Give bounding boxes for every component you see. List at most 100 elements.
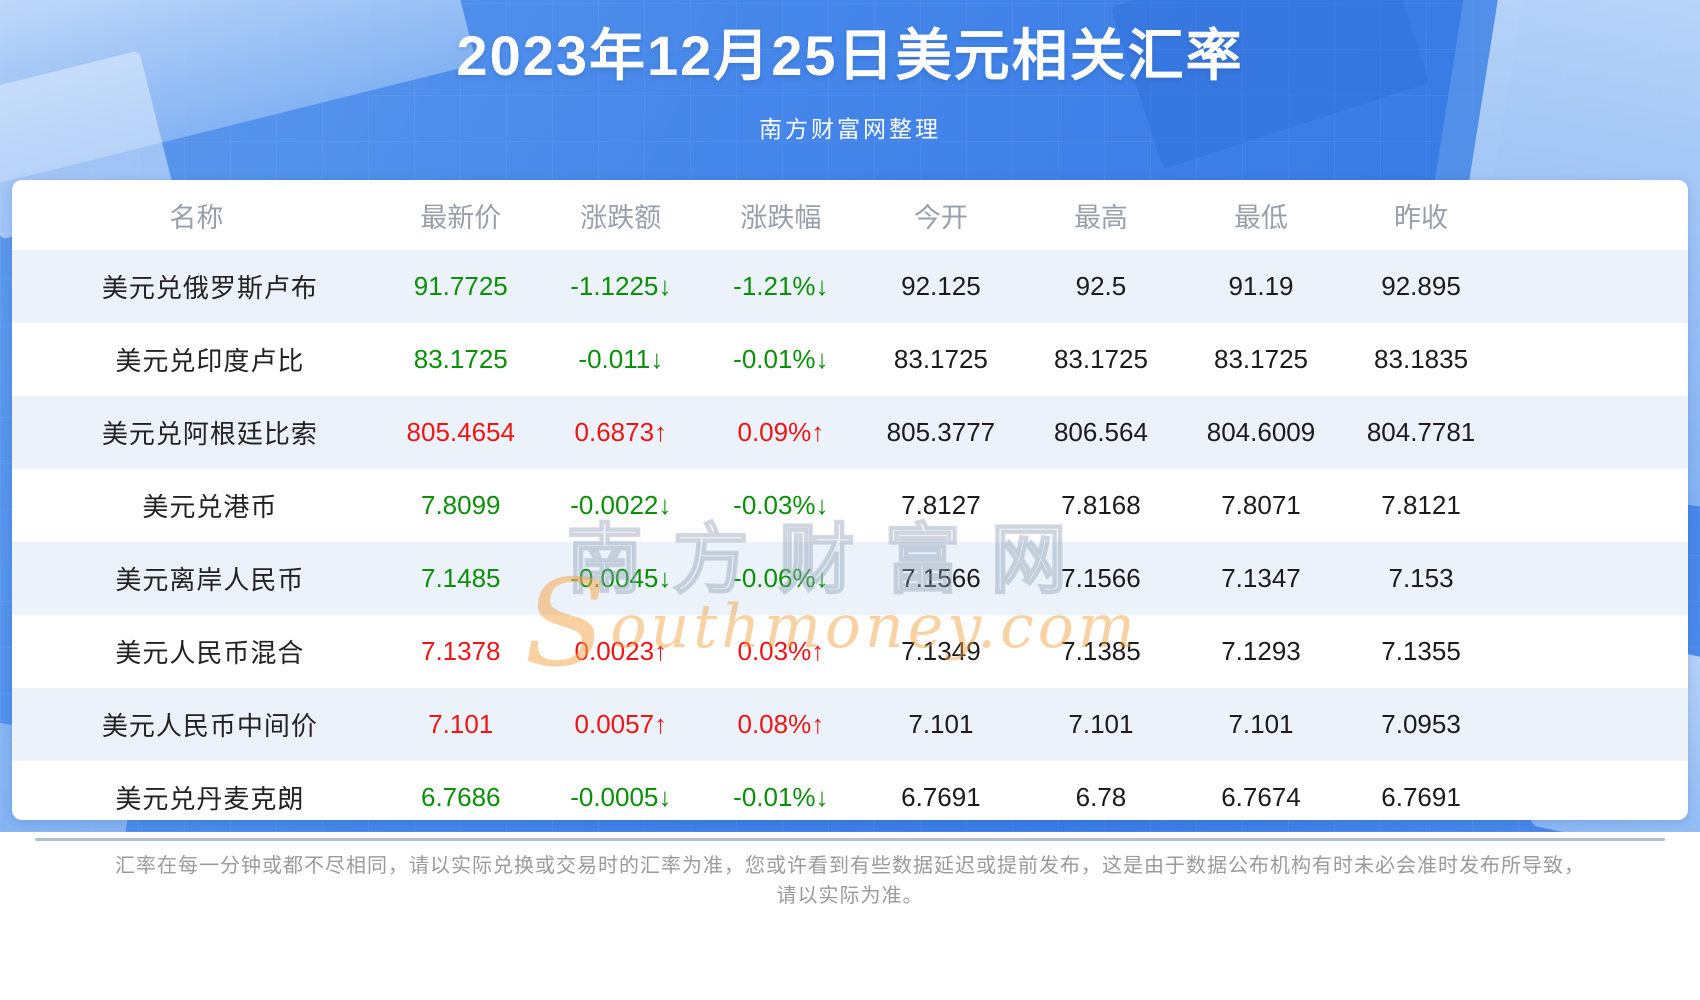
latest-cell: 7.1378	[420, 636, 501, 666]
table-row: 美元兑印度卢比 83.1725 -0.011↓ -0.01%↓ 83.1725 83.17…	[12, 323, 1688, 396]
table-row: 美元人民币中间价 7.101 0.0057↑ 0.08%↑ 7.101 7.101 7.10…	[12, 688, 1688, 761]
spacer-cell	[1501, 761, 1688, 820]
page-subtitle: 南方财富网整理	[759, 116, 941, 142]
change-cell: -0.011↓	[578, 344, 664, 374]
spacer-cell	[1501, 250, 1688, 323]
high-cell: 7.1566	[1061, 563, 1141, 593]
low-cell: 7.1347	[1221, 563, 1301, 593]
disclaimer-footer: 汇率在每一分钟或都不尽相同，请以实际兑换或交易时的汇率为准，您或许看到有些数据延…	[0, 832, 1700, 1000]
prev-close-cell: 7.0953	[1381, 709, 1461, 739]
open-cell: 7.1349	[901, 636, 981, 666]
disclaimer-line-1: 汇率在每一分钟或都不尽相同，请以实际兑换或交易时的汇率为准，您或许看到有些数据延…	[115, 855, 1585, 877]
spacer-cell	[1501, 688, 1688, 761]
pair-name-cell: 美元兑俄罗斯卢布	[101, 273, 318, 303]
table-row: 美元兑俄罗斯卢布 91.7725 -1.1225↓ -1.21%↓ 92.125 92.5…	[12, 250, 1688, 323]
column-header-latest: 最新价	[420, 202, 502, 233]
prev-close-cell: 83.1835	[1374, 344, 1469, 374]
rates-table: 名称 最新价 涨跌额 涨跌幅 今开 最高 最低 昨收 美元兑俄罗斯卢布 91.77…	[12, 180, 1688, 820]
change-pct-cell: -0.06%↓	[733, 563, 829, 593]
change-cell: -0.0045↓	[570, 563, 672, 593]
change-cell: -0.0005↓	[570, 782, 672, 812]
low-cell: 83.1725	[1214, 344, 1308, 374]
disclaimer-line-2: 请以实际为准。	[776, 885, 924, 907]
latest-cell: 7.101	[428, 709, 494, 739]
change-pct-cell: -0.01%↓	[733, 782, 829, 812]
column-header-low: 最低	[1233, 202, 1288, 233]
open-cell: 83.1725	[893, 344, 988, 374]
open-cell: 6.7691	[901, 782, 981, 812]
change-cell: -0.0022↓	[570, 490, 672, 520]
column-header-name: 名称	[169, 202, 224, 233]
change-pct-cell: -1.21%↓	[733, 271, 829, 301]
pair-name-cell: 美元兑印度卢比	[115, 346, 305, 376]
table-row: 美元人民币混合 7.1378 0.0023↑ 0.03%↑ 7.1349 7.1385 7.…	[12, 615, 1688, 688]
table-row: 美元兑港币 7.8099 -0.0022↓ -0.03%↓ 7.8127 7.8168 7.…	[12, 469, 1688, 542]
rates-table-card: 名称 最新价 涨跌额 涨跌幅 今开 最高 最低 昨收 美元兑俄罗斯卢布 91.77…	[12, 180, 1688, 820]
pair-name-cell: 美元人民币中间价	[101, 711, 318, 741]
high-cell: 7.8168	[1061, 490, 1141, 520]
spacer-cell	[1501, 469, 1688, 542]
latest-cell: 83.1725	[413, 344, 508, 374]
latest-cell: 7.8099	[420, 490, 501, 520]
spacer-cell	[1501, 396, 1688, 469]
spacer-cell	[1501, 615, 1688, 688]
prev-close-cell: 7.153	[1388, 563, 1454, 593]
latest-cell: 6.7686	[420, 782, 501, 812]
low-cell: 91.19	[1228, 271, 1294, 301]
table-body: 美元兑俄罗斯卢布 91.7725 -1.1225↓ -1.21%↓ 92.125 92.5…	[12, 250, 1688, 820]
low-cell: 7.8071	[1221, 490, 1301, 520]
prev-close-cell: 804.7781	[1366, 417, 1476, 447]
change-cell: 0.0057↑	[574, 709, 668, 739]
table-row: 美元兑丹麦克朗 6.7686 -0.0005↓ -0.01%↓ 6.7691 6.78 6.…	[12, 761, 1688, 820]
open-cell: 7.1566	[901, 563, 981, 593]
open-cell: 805.3777	[886, 417, 996, 447]
change-pct-cell: 0.09%↑	[737, 417, 825, 447]
open-cell: 92.125	[901, 271, 981, 301]
prev-close-cell: 92.895	[1381, 271, 1461, 301]
latest-cell: 7.1485	[420, 563, 501, 593]
latest-cell: 805.4654	[406, 417, 515, 447]
high-cell: 83.1725	[1053, 344, 1148, 374]
change-pct-cell: 0.08%↑	[737, 709, 825, 739]
table-header-row: 名称 最新价 涨跌额 涨跌幅 今开 最高 最低 昨收	[12, 180, 1688, 250]
high-cell: 6.78	[1075, 782, 1127, 812]
column-header-high: 最高	[1073, 202, 1128, 233]
change-cell: 0.0023↑	[574, 636, 668, 666]
high-cell: 7.1385	[1061, 636, 1141, 666]
pair-name-cell: 美元人民币混合	[115, 638, 305, 668]
pair-name-cell: 美元离岸人民币	[115, 565, 305, 595]
footer-divider	[35, 838, 1665, 841]
open-cell: 7.101	[908, 709, 974, 739]
latest-cell: 91.7725	[413, 271, 508, 301]
change-cell: -1.1225↓	[570, 271, 672, 301]
low-cell: 7.1293	[1221, 636, 1301, 666]
change-cell: 0.6873↑	[574, 417, 668, 447]
column-header-spacer	[1501, 180, 1688, 250]
column-header-prev-close: 昨收	[1394, 202, 1449, 233]
pair-name-cell: 美元兑阿根廷比索	[101, 419, 318, 449]
prev-close-cell: 7.8121	[1381, 490, 1461, 520]
open-cell: 7.8127	[901, 490, 981, 520]
column-header-change: 涨跌额	[580, 202, 662, 233]
pair-name-cell: 美元兑港币	[142, 492, 278, 522]
low-cell: 804.6009	[1206, 417, 1316, 447]
high-cell: 92.5	[1075, 271, 1127, 301]
low-cell: 7.101	[1228, 709, 1294, 739]
low-cell: 6.7674	[1221, 782, 1301, 812]
high-cell: 7.101	[1068, 709, 1134, 739]
page-header: 2023年12月25日美元相关汇率 南方财富网整理	[0, 0, 1700, 180]
prev-close-cell: 7.1355	[1381, 636, 1461, 666]
spacer-cell	[1501, 542, 1688, 615]
table-row: 美元离岸人民币 7.1485 -0.0045↓ -0.06%↓ 7.1566 7.1566…	[12, 542, 1688, 615]
prev-close-cell: 6.7691	[1381, 782, 1461, 812]
page-title: 2023年12月25日美元相关汇率	[456, 24, 1244, 87]
table-row: 美元兑阿根廷比索 805.4654 0.6873↑ 0.09%↑ 805.3777 806…	[12, 396, 1688, 469]
high-cell: 806.564	[1053, 417, 1148, 447]
column-header-change-pct: 涨跌幅	[740, 202, 822, 233]
column-header-open: 今开	[913, 202, 968, 233]
change-pct-cell: -0.03%↓	[733, 490, 829, 520]
change-pct-cell: 0.03%↑	[737, 636, 825, 666]
change-pct-cell: -0.01%↓	[733, 344, 829, 374]
spacer-cell	[1501, 323, 1688, 396]
pair-name-cell: 美元兑丹麦克朗	[115, 784, 305, 814]
